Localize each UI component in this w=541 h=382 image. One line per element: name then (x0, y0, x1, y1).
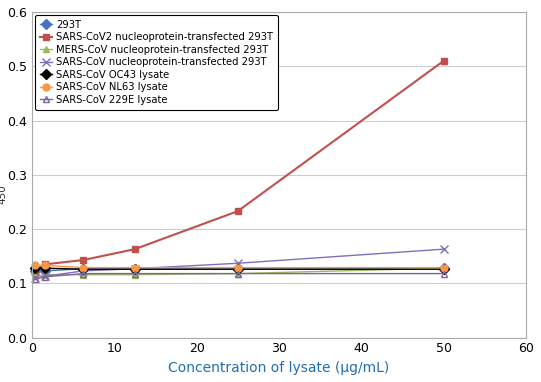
Line: SARS-CoV 229E lysate: SARS-CoV 229E lysate (31, 270, 447, 282)
SARS-CoV 229E lysate (131, 271, 138, 276)
Line: SARS-CoV OC43 lysate: SARS-CoV OC43 lysate (31, 265, 447, 273)
SARS-CoV 229E lysate (440, 271, 447, 276)
SARS-CoV nucleoprotein-transfected 293T (42, 274, 48, 278)
SARS-CoV2 nucleoprotein-transfected 293T (234, 209, 241, 214)
SARS-CoV NL63 lysate (42, 263, 48, 268)
293T (80, 266, 87, 271)
SARS-CoV 229E lysate (234, 271, 241, 276)
MERS-CoV nucleoprotein-transfected 293T (131, 272, 138, 277)
X-axis label: Concentration of lysate (μg/mL): Concentration of lysate (μg/mL) (168, 361, 390, 375)
SARS-CoV2 nucleoprotein-transfected 293T (80, 258, 87, 262)
SARS-CoV nucleoprotein-transfected 293T (234, 261, 241, 265)
SARS-CoV NL63 lysate (80, 265, 87, 270)
SARS-CoV nucleoprotein-transfected 293T (80, 269, 87, 273)
SARS-CoV OC43 lysate (440, 267, 447, 272)
MERS-CoV nucleoprotein-transfected 293T (32, 274, 38, 278)
SARS-CoV 229E lysate (42, 275, 48, 279)
SARS-CoV 229E lysate (32, 277, 38, 281)
293T (131, 266, 138, 271)
293T (440, 266, 447, 270)
SARS-CoV NL63 lysate (32, 263, 38, 268)
SARS-CoV 229E lysate (80, 271, 87, 276)
MERS-CoV nucleoprotein-transfected 293T (440, 266, 447, 270)
Line: 293T: 293T (31, 265, 447, 274)
SARS-CoV OC43 lysate (42, 266, 48, 270)
293T (234, 266, 241, 271)
SARS-CoV nucleoprotein-transfected 293T (32, 276, 38, 280)
SARS-CoV2 nucleoprotein-transfected 293T (32, 269, 38, 273)
SARS-CoV2 nucleoprotein-transfected 293T (131, 247, 138, 251)
SARS-CoV OC43 lysate (80, 267, 87, 272)
SARS-CoV nucleoprotein-transfected 293T (131, 266, 138, 271)
Line: MERS-CoV nucleoprotein-transfected 293T: MERS-CoV nucleoprotein-transfected 293T (31, 265, 447, 280)
293T (32, 269, 38, 273)
SARS-CoV NL63 lysate (234, 265, 241, 270)
Line: SARS-CoV2 nucleoprotein-transfected 293T: SARS-CoV2 nucleoprotein-transfected 293T (31, 57, 447, 274)
SARS-CoV OC43 lysate (131, 267, 138, 272)
SARS-CoV NL63 lysate (440, 265, 447, 270)
SARS-CoV2 nucleoprotein-transfected 293T (42, 262, 48, 267)
MERS-CoV nucleoprotein-transfected 293T (80, 272, 87, 277)
SARS-CoV OC43 lysate (32, 266, 38, 270)
SARS-CoV nucleoprotein-transfected 293T (440, 247, 447, 251)
MERS-CoV nucleoprotein-transfected 293T (42, 272, 48, 277)
SARS-CoV NL63 lysate (131, 265, 138, 270)
MERS-CoV nucleoprotein-transfected 293T (234, 271, 241, 276)
Legend: 293T, SARS-CoV2 nucleoprotein-transfected 293T, MERS-CoV nucleoprotein-transfect: 293T, SARS-CoV2 nucleoprotein-transfecte… (35, 15, 278, 110)
SARS-CoV OC43 lysate (234, 267, 241, 272)
293T (42, 269, 48, 273)
Text: 450: 450 (0, 184, 7, 204)
Line: SARS-CoV nucleoprotein-transfected 293T: SARS-CoV nucleoprotein-transfected 293T (31, 245, 448, 282)
SARS-CoV2 nucleoprotein-transfected 293T (440, 58, 447, 63)
Line: SARS-CoV NL63 lysate: SARS-CoV NL63 lysate (31, 262, 447, 271)
